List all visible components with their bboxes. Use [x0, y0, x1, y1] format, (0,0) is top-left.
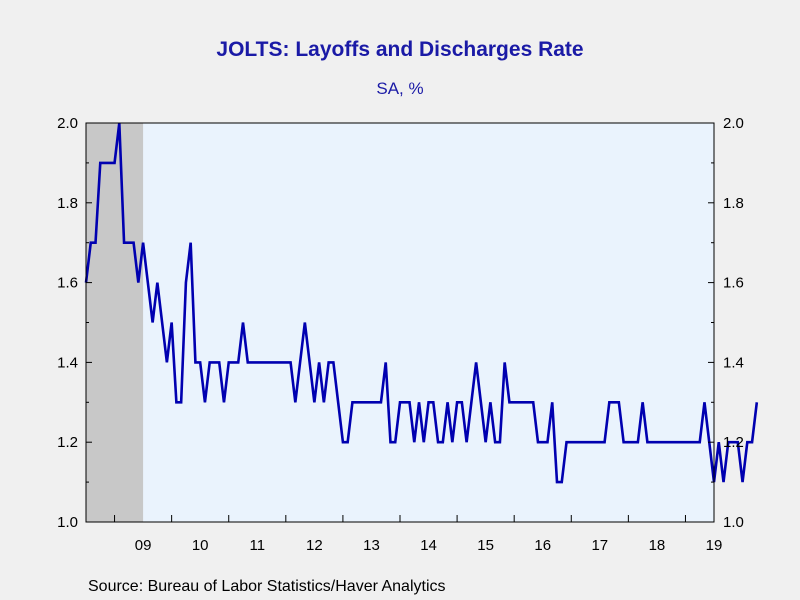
- y-tick-label-right: 2.0: [723, 115, 744, 132]
- x-tick-label: 12: [306, 537, 323, 554]
- plot-background: [86, 123, 714, 522]
- y-tick-label-left: 1.6: [57, 275, 78, 292]
- x-tick-label: 18: [649, 537, 666, 554]
- x-tick-label: 14: [420, 537, 437, 554]
- chart-title: JOLTS: Layoffs and Discharges Rate: [216, 38, 584, 61]
- source-note: Source: Bureau of Labor Statistics/Haver…: [88, 578, 446, 595]
- y-tick-label-right: 1.6: [723, 275, 744, 292]
- x-tick-label: 11: [249, 537, 265, 554]
- y-tick-label-left: 1.2: [57, 434, 78, 451]
- recession-shading: [86, 123, 144, 522]
- y-tick-label-right: 1.0: [723, 514, 744, 531]
- y-tick-label-left: 1.8: [57, 195, 78, 212]
- y-tick-label-left: 1.4: [57, 354, 78, 371]
- y-tick-label-right: 1.2: [723, 434, 744, 451]
- y-tick-label-left: 1.0: [57, 514, 78, 531]
- series-line: [84, 122, 759, 484]
- x-tick-label: 09: [135, 537, 152, 554]
- y-tick-label-right: 1.8: [723, 195, 744, 212]
- x-tick-label: 19: [706, 537, 723, 554]
- y-tick-label-left: 2.0: [57, 115, 78, 132]
- x-tick-label: 13: [363, 537, 380, 554]
- x-tick-label: 17: [591, 537, 608, 554]
- y-tick-label-right: 1.4: [723, 354, 744, 371]
- chart-subtitle: SA, %: [376, 79, 424, 98]
- x-tick-label: 16: [534, 537, 551, 554]
- x-tick-label: 15: [477, 537, 494, 554]
- x-tick-label: 10: [192, 537, 209, 554]
